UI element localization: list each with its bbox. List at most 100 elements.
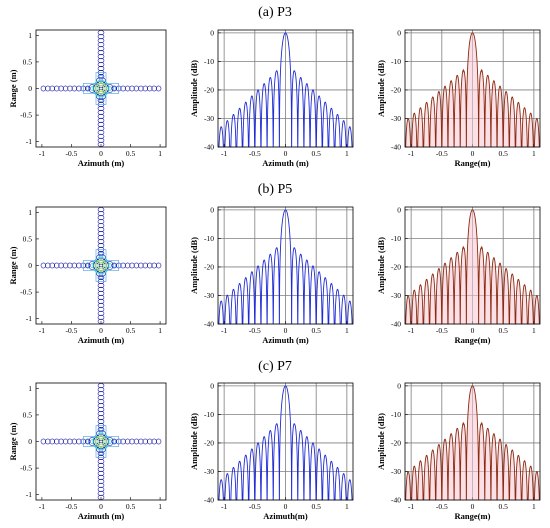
x-tick-label: 0.5 — [311, 149, 321, 158]
y-tick-label: 0.5 — [23, 57, 33, 66]
contour-sidelobe-h — [133, 262, 140, 269]
contour-sidelobe-v — [97, 125, 105, 131]
contour-sidelobe-h — [129, 85, 135, 92]
x-tick-label: -0.5 — [66, 326, 78, 335]
contour-sidelobe-h — [71, 438, 78, 445]
contour-sidelobe-v — [97, 58, 105, 64]
contour-sidelobe-v — [97, 391, 105, 397]
contour-sidelobe-h — [147, 262, 153, 269]
y-tick-label: 0 — [210, 28, 214, 37]
y-tick-label: -10 — [204, 234, 214, 243]
contour-sidelobe-v-inner — [98, 75, 104, 78]
x-tick-label: 0.5 — [126, 149, 136, 158]
contour-sidelobe-v — [97, 141, 105, 147]
row-a-contour-plot: -1 -0.5 0 0.5 1 1 0.5 0 -0.5 -1 Azimuth (m) Range (… — [8, 29, 167, 168]
x-tick-label: -1 — [221, 149, 227, 158]
x-axis-label: Azimuth(m) — [263, 511, 308, 521]
contour-sidelobe-v — [97, 486, 105, 492]
contour-sidelobe-h-inner — [107, 86, 112, 91]
contour-sidelobe-h — [49, 438, 55, 445]
contour-sidelobe-v — [96, 266, 106, 273]
contour-sidelobe-h — [76, 438, 82, 445]
contour-sidelobe-h — [120, 85, 126, 92]
contour-sidelobe-v — [97, 383, 105, 389]
contour-sidelobe-h — [45, 262, 51, 269]
range-profile-line — [405, 209, 540, 325]
contour-sidelobe-h — [67, 85, 73, 92]
row-b-azimuth-profile: -1 -0.5 0 0.5 1 0 -10 -20 -30 -40 Azimuth (m) Ampli… — [189, 205, 354, 345]
x-axis-label: Range(m) — [455, 158, 491, 168]
contour-sidelobe-h-inner — [107, 439, 112, 444]
x-tick-label: 1 — [532, 502, 536, 511]
x-tick-label: 1 — [158, 326, 162, 335]
contour-sidelobe-h-inner — [90, 86, 95, 91]
x-tick-label: 0 — [99, 149, 103, 158]
contour-sidelobe-v — [97, 239, 105, 245]
contour-sidelobe-v — [97, 42, 105, 48]
row-a-azimuth-profile: -1 -0.5 0 0.5 1 0 -10 -20 -30 -40 Azimuth (m) Ampli… — [189, 28, 354, 168]
contour-sidelobe-h — [142, 262, 149, 269]
y-tick-label: -40 — [391, 496, 401, 505]
azimuth-profile-line — [218, 32, 353, 148]
contour-sidelobe-h — [138, 85, 144, 92]
contour-sidelobe-h — [155, 438, 162, 445]
contour-sidelobe-h — [58, 262, 64, 269]
contour-sidelobe-v — [97, 407, 105, 413]
contour-sidelobe-h — [129, 438, 135, 445]
contour-sidelobe-h — [151, 262, 157, 269]
contour-sidelobe-h — [120, 438, 126, 445]
contour-sidelobe-v — [97, 38, 105, 44]
contour-sidelobe-h — [85, 262, 91, 269]
contour-main-outer — [92, 80, 110, 97]
contour-sidelobe-v — [97, 251, 105, 257]
x-tick-label: 0 — [471, 326, 475, 335]
contour-sidelobe-v — [97, 419, 105, 425]
contour-cross-h — [82, 83, 120, 94]
contour-sidelobe-h — [71, 262, 78, 269]
contour-sidelobe-h-inner — [90, 439, 95, 444]
range-profile-fill — [405, 209, 540, 324]
contour-cross-v — [95, 72, 107, 105]
y-axis-label: Amplitude (dB) — [376, 237, 386, 294]
x-tick-label: 1 — [158, 149, 162, 158]
contour-sidelobe-h — [40, 85, 47, 92]
row-c-contour-plot: -1 -0.5 0 0.5 1 1 0.5 0 -0.5 -1 Azimuth (m) Range (… — [8, 382, 167, 521]
contour-sidelobe-v — [97, 387, 105, 393]
plot-frame — [35, 29, 167, 148]
contour-sidelobe-v — [97, 227, 105, 233]
contour-sidelobe-h-inner — [90, 263, 95, 268]
x-tick-label: 0 — [99, 502, 103, 511]
contour-sidelobe-v — [97, 113, 105, 119]
contour-sidelobe-v — [97, 294, 105, 300]
y-tick-label: 1 — [28, 384, 32, 393]
y-tick-label: -40 — [204, 496, 214, 505]
x-tick-label: 0 — [99, 326, 103, 335]
contour-sidelobe-h — [151, 438, 157, 445]
x-tick-label: 0 — [471, 502, 475, 511]
row-c-azimuth-profile: -1 -0.5 0 0.5 1 0 -10 -20 -30 -40 Azimuth(m) Amplit… — [189, 381, 354, 521]
contour-sidelobe-v — [97, 117, 105, 123]
contour-sidelobe-h — [151, 85, 157, 92]
x-tick-label: 0.5 — [126, 326, 136, 335]
contour-sidelobe-v — [97, 490, 105, 496]
x-tick-label: -1 — [39, 326, 45, 335]
contour-sidelobe-h — [76, 262, 82, 269]
x-tick-label: -0.5 — [249, 502, 261, 511]
x-tick-label: -1 — [408, 149, 414, 158]
contour-sidelobe-v — [97, 466, 105, 472]
y-tick-label: -40 — [204, 143, 214, 152]
contour-main-core — [97, 438, 105, 445]
y-tick-label: -1 — [26, 137, 32, 146]
contour-sidelobe-v — [97, 286, 105, 292]
x-tick-label: -0.5 — [436, 326, 448, 335]
y-axis-label: Amplitude (dB) — [376, 60, 386, 117]
x-axis-label: Azimuth (m) — [262, 158, 309, 168]
contour-sidelobe-v — [96, 81, 106, 88]
range-profile-fill — [405, 32, 540, 147]
contour-sidelobe-v — [97, 243, 105, 249]
plot-frame — [404, 29, 541, 148]
contour-sidelobe-v — [97, 231, 105, 237]
contour-sidelobe-v — [97, 133, 105, 139]
y-tick-label: -20 — [204, 85, 214, 94]
y-tick-label: -40 — [391, 143, 401, 152]
